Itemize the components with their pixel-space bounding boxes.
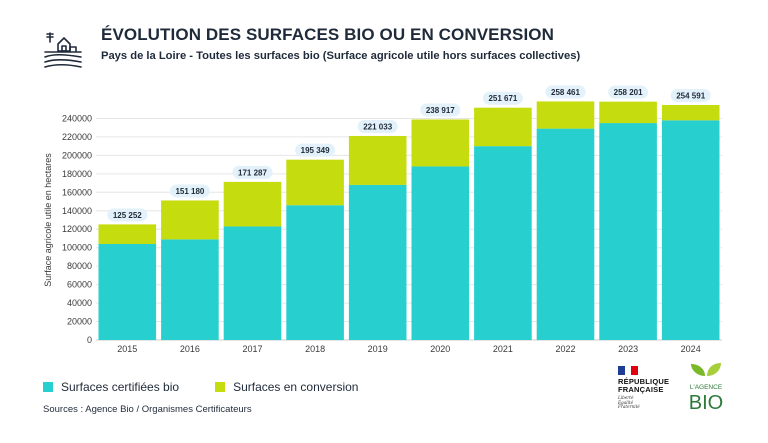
total-label-bg (545, 85, 586, 99)
total-label-bg (107, 208, 148, 222)
total-label: 258 201 (614, 88, 643, 97)
y-axis-label: Surface agricole utile en hectares (43, 153, 53, 287)
bar-conversion (161, 200, 219, 240)
x-tick-label: 2023 (618, 344, 638, 354)
agence-bio-logo: L'AGENCE BIO (689, 363, 723, 414)
y-tick-label: 120000 (62, 224, 92, 234)
y-tick-label: 180000 (62, 169, 92, 179)
total-label: 195 349 (301, 146, 330, 155)
bar-certified (474, 146, 532, 340)
x-tick-label: 2021 (493, 344, 513, 354)
rf-name-line2: FRANÇAISE (618, 385, 664, 394)
total-label-bg (169, 184, 210, 198)
rf-motto-1: Liberté (618, 395, 634, 400)
legend-label-certified: Surfaces certifiées bio (61, 380, 180, 394)
y-tick-label: 200000 (62, 150, 92, 160)
bar-certified (661, 120, 720, 340)
republique-francaise-logo: RÉPUBLIQUE FRANÇAISE Liberté Égalité Fra… (618, 366, 674, 414)
bar-certified (411, 166, 470, 340)
legend-item-certified: Surfaces certifiées bio (43, 380, 179, 394)
x-tick-label: 2018 (305, 344, 325, 354)
total-label: 151 180 (175, 187, 204, 196)
y-tick-label: 60000 (67, 280, 92, 290)
x-tick-label: 2024 (681, 344, 701, 354)
french-flag-icon (618, 366, 639, 375)
total-label: 251 671 (488, 94, 517, 103)
bar-conversion (474, 107, 532, 147)
x-tick-label: 2020 (430, 344, 450, 354)
y-tick-label: 40000 (67, 298, 92, 308)
x-tick-label: 2016 (180, 344, 200, 354)
bar-conversion (348, 135, 407, 185)
total-label-bg (608, 85, 649, 99)
bar-conversion (286, 159, 344, 206)
x-tick-label: 2015 (117, 344, 137, 354)
bar-conversion (223, 181, 282, 227)
total-label: 221 033 (363, 122, 392, 131)
total-label-bg (482, 91, 523, 105)
bar-certified (348, 184, 407, 340)
rf-name-line1: RÉPUBLIQUE (618, 377, 670, 386)
legend-label-conversion: Surfaces en conversion (233, 380, 359, 394)
agence-bio-bottom-text: BIO (689, 392, 723, 414)
total-label: 125 252 (113, 211, 142, 220)
bar-conversion (599, 101, 657, 124)
bar-conversion (536, 101, 595, 129)
bar-certified (223, 226, 282, 340)
total-label: 258 461 (551, 88, 580, 97)
total-label-bg (295, 143, 336, 157)
legend-swatch-certified (43, 382, 53, 392)
total-label-bg (232, 165, 273, 179)
chart-subtitle: Pays de la Loire - Toutes les surfaces b… (101, 50, 581, 62)
total-label-bg (357, 119, 398, 133)
y-tick-label: 100000 (62, 243, 92, 253)
total-label-bg (670, 88, 711, 102)
farm-icon (44, 32, 82, 68)
y-tick-label: 80000 (67, 261, 92, 271)
bar-certified (98, 244, 157, 340)
total-label-bg (420, 103, 461, 117)
y-tick-label: 160000 (62, 187, 92, 197)
chart-legend: Surfaces certifiées bio Surfaces en conv… (43, 380, 394, 394)
rf-motto-3: Fraternité (618, 404, 640, 410)
total-label: 238 917 (426, 106, 455, 115)
total-label: 254 591 (676, 91, 705, 100)
y-tick-label: 20000 (67, 317, 92, 327)
chart-title: ÉVOLUTION DES SURFACES BIO OU EN CONVERS… (101, 25, 554, 44)
agence-bio-top-text: L'AGENCE (690, 384, 723, 391)
rf-motto-2: Égalité (618, 399, 634, 405)
legend-swatch-conversion (215, 382, 226, 392)
bar-certified (599, 123, 657, 340)
bar-conversion (661, 104, 720, 121)
bar-conversion (98, 224, 157, 244)
legend-item-conversion: Surfaces en conversion (215, 380, 358, 394)
y-tick-label: 240000 (62, 113, 92, 123)
x-tick-label: 2017 (242, 344, 262, 354)
y-tick-label: 0 (87, 335, 92, 345)
bar-conversion (411, 119, 470, 167)
y-tick-label: 220000 (62, 132, 92, 142)
bar-certified (286, 205, 344, 340)
x-tick-label: 2022 (555, 344, 575, 354)
total-label: 171 287 (238, 168, 267, 177)
sources-note: Sources : Agence Bio / Organismes Certif… (43, 404, 252, 415)
x-tick-label: 2019 (368, 344, 388, 354)
y-tick-label: 140000 (62, 206, 92, 216)
bar-certified (536, 128, 595, 340)
bar-certified (161, 239, 219, 340)
